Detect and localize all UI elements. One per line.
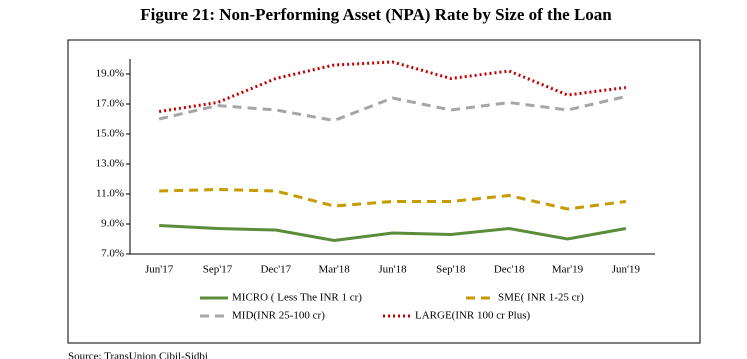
legend-label: MID(INR 25-100 cr) [232,310,325,322]
series-line [158,60,627,113]
y-tick-label: 9.0% [101,218,124,230]
y-tick-label: 7.0% [101,248,124,260]
y-tick-label: 15.0% [96,128,124,140]
x-tick-label: Dec'17 [260,264,291,276]
x-tick-label: Jun'17 [145,264,174,276]
y-tick-label: 13.0% [96,158,124,170]
x-tick-label: Mar'19 [552,264,584,276]
chart-frame [67,39,701,344]
legend-label: LARGE(INR 100 cr Plus) [415,310,531,322]
series-line [158,95,627,123]
y-tick-label: 17.0% [96,98,124,110]
series-line [159,187,627,211]
chart-title: Figure 21: Non-Performing Asset (NPA) Ra… [140,5,612,24]
x-tick-label: Sep'18 [436,264,466,276]
x-tick-label: Sep'17 [203,264,233,276]
y-tick-label: 11.0% [96,188,124,200]
series-line [159,224,627,243]
legend-label: MICRO ( Less The INR 1 cr) [232,292,362,304]
x-tick-label: Jun'19 [612,264,641,276]
source: Source: TransUnion Cibil-Sidbi [68,351,208,359]
x-tick-label: Jun'18 [378,264,407,276]
x-tick-label: Mar'18 [319,264,351,276]
y-tick-label: 19.0% [96,68,124,80]
legend-label: SME( INR 1-25 cr) [498,292,584,304]
x-tick-label: Dec'18 [494,264,525,276]
